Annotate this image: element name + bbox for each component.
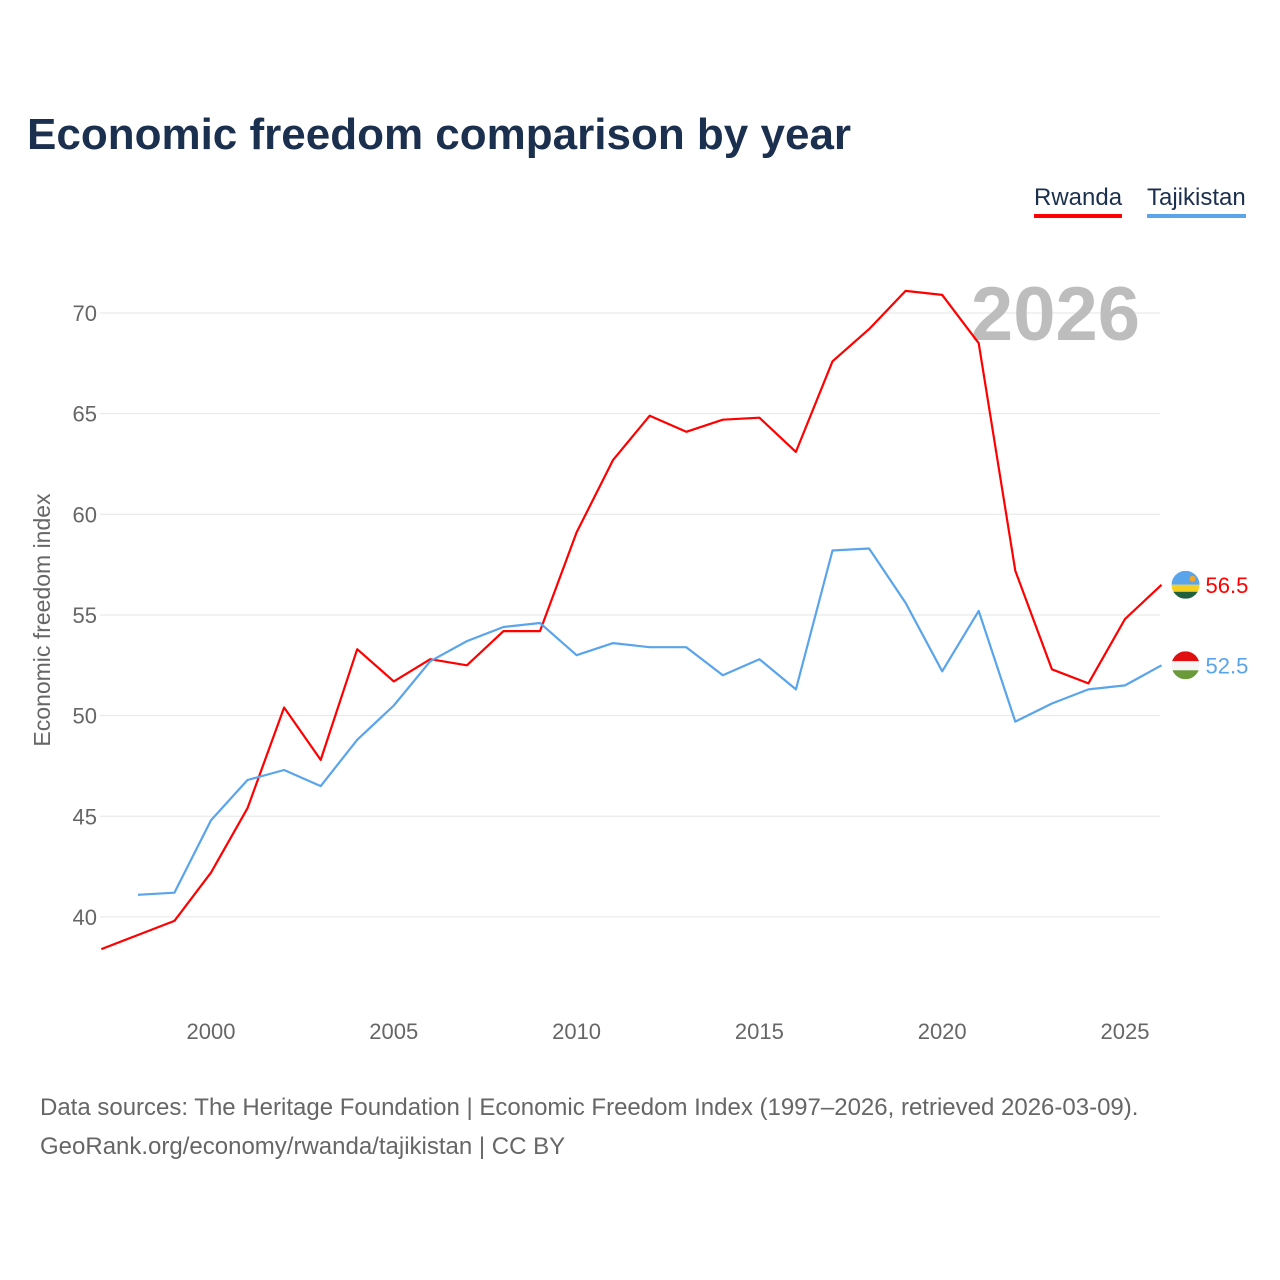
- flag-stripe: [1171, 661, 1200, 671]
- y-tick-label: 60: [73, 502, 97, 527]
- flag-body: [1171, 651, 1200, 680]
- flag-icon-tajikistan: [1171, 651, 1200, 680]
- end-value-label: 56.5: [1206, 573, 1249, 598]
- flag-stripe: [1171, 591, 1200, 599]
- x-tick-label: 2015: [735, 1019, 784, 1044]
- flag-stripe: [1171, 651, 1200, 662]
- flag-stripe: [1171, 584, 1200, 592]
- chart-title: Economic freedom comparison by year: [27, 110, 852, 159]
- legend-rwanda[interactable]: Rwanda: [1034, 184, 1123, 218]
- flag-sun: [1189, 575, 1196, 582]
- legend-tajikistan[interactable]: Tajikistan: [1147, 184, 1246, 218]
- end-value-label: 52.5: [1206, 653, 1249, 678]
- source-line-2[interactable]: GeoRank.org/economy/rwanda/tajikistan | …: [40, 1133, 566, 1160]
- y-tick-label: 45: [73, 804, 97, 829]
- flag-icon-rwanda: [1171, 570, 1200, 599]
- flag-stripe: [1171, 670, 1200, 680]
- x-tick-label: 2020: [918, 1019, 967, 1044]
- y-tick-label: 55: [73, 603, 97, 628]
- y-axis-label: Economic freedom index: [29, 493, 55, 747]
- source-note: Data sources: The Heritage Foundation | …: [40, 1088, 1138, 1166]
- y-tick-label: 65: [73, 402, 97, 427]
- source-line-1: Data sources: The Heritage Foundation | …: [40, 1094, 1139, 1121]
- y-tick-label: 70: [73, 301, 97, 326]
- x-tick-label: 2000: [187, 1019, 236, 1044]
- flag-body: [1171, 570, 1200, 599]
- x-tick-label: 2005: [369, 1019, 418, 1044]
- y-tick-label: 50: [73, 704, 97, 729]
- series-line-rwanda: [100, 289, 1163, 951]
- x-tick-label: 2025: [1101, 1019, 1150, 1044]
- year-watermark: 2026: [971, 272, 1140, 357]
- y-tick-label: 40: [73, 905, 97, 930]
- series-line-tajikistan: [137, 547, 1163, 896]
- x-tick-label: 2010: [552, 1019, 601, 1044]
